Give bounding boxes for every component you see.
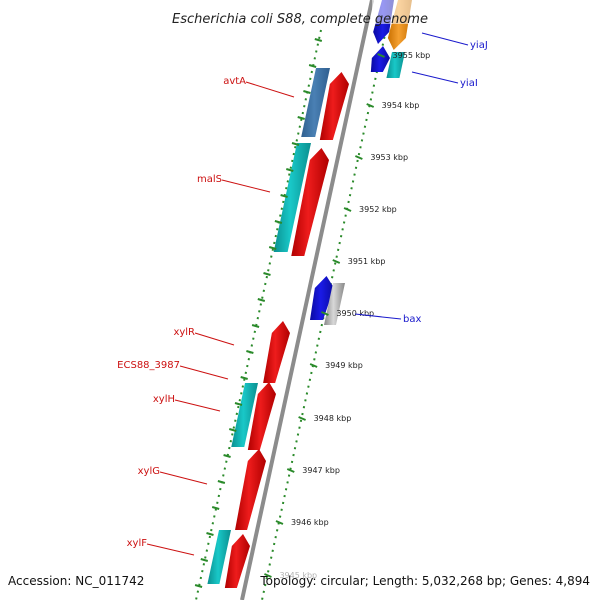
kbp-label: 3948 kbp: [314, 414, 352, 423]
minor-tick: [274, 220, 283, 224]
kbp-tick: [309, 363, 318, 368]
backbone-line: [240, 0, 374, 600]
gene-label-malS: malS: [197, 174, 222, 185]
minor-tick: [286, 168, 294, 172]
minor-tick: [229, 428, 237, 432]
gene-malS[interactable]: [291, 148, 329, 256]
minor-tick: [217, 480, 226, 484]
gene-yiaI-a[interactable]: [370, 46, 390, 72]
gene-callout: [354, 313, 402, 320]
minor-tick: [257, 298, 266, 302]
gene-callout: [146, 543, 195, 556]
gene-xylF-outer[interactable]: [207, 530, 231, 584]
minor-tick: [200, 558, 209, 562]
gene-label-xylG: xylG: [138, 466, 160, 477]
gene-label-yiaJ: yiaJ: [470, 40, 488, 51]
minor-tick: [246, 350, 254, 354]
gene-labels: avtA malS xylR ECS88_3987 xylH xylG xylF yiaJ yi…: [117, 32, 488, 556]
top-fade: [372, 0, 416, 24]
gene-malS-outer[interactable]: [273, 143, 311, 252]
minor-tick: [291, 142, 300, 146]
kbp-label: 3952 kbp: [359, 205, 397, 214]
kbp-tick: [332, 259, 341, 264]
gene-callout: [194, 332, 235, 346]
gene-xylF[interactable]: [224, 534, 250, 588]
gene-callout: [159, 471, 208, 485]
gene-callout: [221, 179, 271, 193]
kbp-label: 3950 kbp: [336, 309, 374, 318]
kbp-label: 3953 kbp: [370, 153, 408, 162]
kbp-tick: [321, 311, 329, 316]
gene-callout: [174, 399, 221, 412]
kbp-tick: [275, 520, 284, 525]
minor-tick: [206, 532, 214, 536]
gene-label-ECS88_3987: ECS88_3987: [117, 360, 180, 371]
minor-tick: [308, 64, 317, 68]
gene-xylR[interactable]: [263, 321, 290, 383]
kbp-scale: 3955 kbp 3954 kbp 3953 kbp 3952 kbp 3951 kbp…: [194, 38, 431, 588]
gene-label-avtA: avtA: [223, 76, 246, 87]
gene-bax-outer[interactable]: [309, 276, 334, 320]
gene-xylG[interactable]: [235, 449, 266, 530]
minor-tick: [268, 246, 277, 250]
minor-tick: [263, 272, 271, 276]
kbp-tick: [286, 468, 295, 473]
gene-label-xylF: xylF: [127, 538, 148, 549]
gene-label-xylR: xylR: [173, 327, 195, 338]
minor-tick: [314, 38, 323, 42]
genome-backbone: [240, 0, 374, 600]
kbp-tick: [264, 573, 272, 578]
genome-summary: Topology: circular; Length: 5,032,268 bp…: [260, 574, 590, 588]
kbp-label: 3955 kbp: [393, 51, 431, 60]
minor-tick: [240, 376, 248, 380]
gene-avtA[interactable]: [319, 72, 349, 140]
minor-tick: [280, 194, 288, 198]
gene-xylH[interactable]: [247, 382, 276, 450]
accession-label: Accession: NC_011742: [8, 574, 145, 588]
minor-tick: [223, 454, 231, 458]
minor-tick: [303, 90, 311, 94]
gene-callout: [411, 71, 459, 84]
kbp-label: 3945 kbp: [279, 571, 317, 580]
minor-tick: [251, 324, 260, 328]
gene-yiaI[interactable]: [386, 52, 405, 78]
minor-tick: [194, 584, 203, 588]
kbp-label: 3951 kbp: [348, 257, 386, 266]
minor-tick: [297, 116, 305, 120]
gene-avtA-outer[interactable]: [301, 68, 330, 137]
minor-tick: [211, 506, 220, 510]
kbp-tick: [354, 155, 363, 160]
kbp-tick: [343, 207, 352, 212]
gene-xylH-outer[interactable]: [231, 383, 258, 447]
gene-callout: [245, 81, 295, 98]
kbp-label: 3946 kbp: [291, 518, 329, 527]
kbp-tick: [366, 103, 375, 108]
kbp-label: 3949 kbp: [325, 361, 363, 370]
gene-label-xylH: xylH: [153, 394, 175, 405]
kbp-tick: [298, 416, 306, 421]
genome-title: Escherichia coli S88, complete genome: [172, 12, 428, 27]
gene-label-yiaI: yiaI: [460, 78, 478, 89]
gene-callout: [421, 32, 469, 46]
gene-label-bax: bax: [403, 314, 421, 325]
gene-bax[interactable]: [323, 283, 345, 325]
gene-callout: [179, 365, 229, 380]
gene-features[interactable]: [207, 0, 416, 588]
kbp-label: 3947 kbp: [302, 466, 340, 475]
minor-tick: [234, 402, 243, 406]
kbp-label: 3954 kbp: [382, 101, 420, 110]
kbp-tick: [377, 53, 385, 58]
